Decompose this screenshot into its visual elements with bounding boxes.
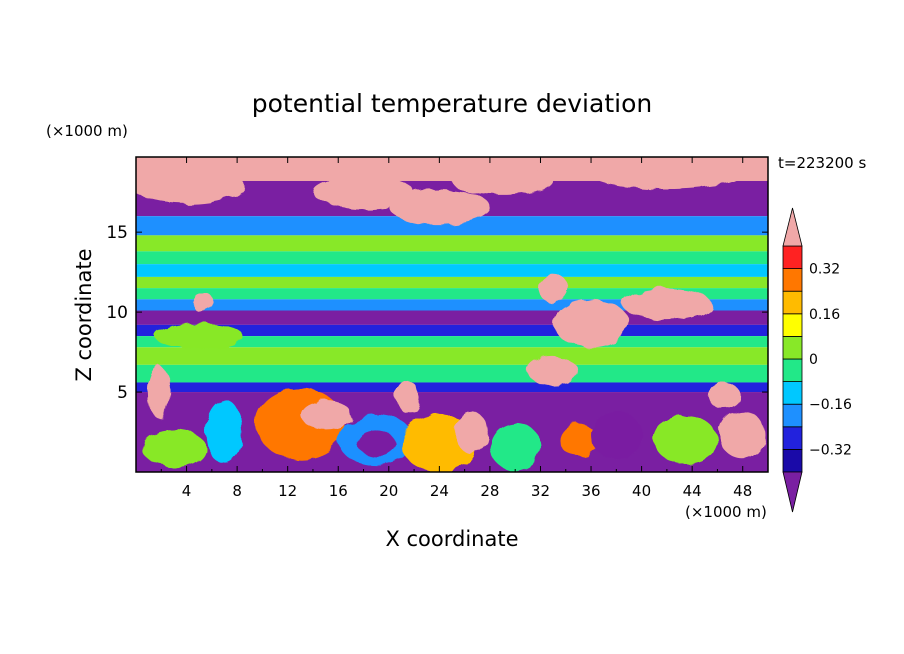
contour-feature-5: [537, 273, 569, 303]
colorbar-tick-label: −0.32: [809, 442, 852, 458]
x-tick-label: 32: [531, 482, 550, 500]
colorbar-lower-extension: [782, 471, 803, 513]
contour-feature-2: [388, 188, 490, 225]
contour-feature-11: [147, 366, 171, 418]
chart-title: potential temperature deviation: [252, 89, 652, 118]
x-tick-label: 4: [182, 482, 192, 500]
contour-feature-12: [396, 380, 420, 413]
colorbar-segment: [782, 358, 803, 383]
contour-feature-8: [527, 356, 579, 386]
x-tick-label: 36: [581, 482, 600, 500]
contour-band-6: [136, 276, 768, 289]
y-axis: 5 10 15: [106, 223, 768, 403]
x-tick-label: 24: [430, 482, 449, 500]
contour-feature-21: [559, 424, 598, 457]
x-tick-label: 28: [480, 482, 499, 500]
contour-band-13: [136, 364, 768, 383]
x-tick-label: 12: [278, 482, 297, 500]
contour-band-5: [136, 264, 768, 277]
colorbar-tick-label: 0: [809, 352, 818, 368]
x-tick-label: 40: [632, 482, 651, 500]
contour-feature-6: [553, 299, 629, 348]
contour-feature-19: [454, 411, 488, 453]
colorbar-upper-extension: [782, 207, 803, 247]
x-tick-label: 48: [733, 482, 752, 500]
colorbar-segment: [782, 245, 803, 270]
colorbar: −0.32 −0.16 0 0.16 0.32: [782, 207, 852, 513]
colorbar-tick-label: 0.32: [809, 262, 840, 278]
contour-feature-4: [591, 160, 743, 189]
time-label: t=223200 s: [778, 154, 866, 172]
contour-feature-25: [719, 411, 766, 460]
plot-frame: [135, 156, 769, 473]
contour-features: [136, 160, 766, 472]
contour-feature-23: [205, 400, 244, 465]
contour-feature-1: [312, 176, 415, 209]
colorbar-segment: [782, 335, 803, 360]
colorbar-segment: [782, 426, 803, 450]
x-unit-label: (×1000 m): [685, 503, 767, 521]
contour-band-7: [136, 288, 768, 300]
contour-band-4: [136, 251, 768, 265]
contour-feature-15: [300, 400, 351, 429]
contour-band-2: [136, 216, 768, 236]
contour-band-14: [136, 382, 768, 393]
y-tick-label: 5: [117, 383, 128, 403]
colorbar-segment: [782, 313, 803, 337]
contour-feature-3: [452, 166, 554, 196]
contour-band-10: [136, 324, 768, 337]
y-tick-label: 15: [106, 223, 128, 243]
contour-band-8: [136, 299, 768, 311]
contour-feature-22: [142, 428, 206, 468]
colorbar-tick-label: −0.16: [809, 397, 852, 413]
contour-feature-7: [622, 288, 712, 321]
contour-field: [136, 157, 768, 472]
colorbar-segment: [782, 290, 803, 315]
x-tick-label: 20: [379, 482, 398, 500]
y-tick-label: 10: [106, 303, 128, 323]
colorbar-tick-label: 0.16: [809, 307, 840, 323]
y-unit-label: (×1000 m): [46, 122, 128, 140]
x-tick-label: 16: [329, 482, 348, 500]
contour-feature-20: [489, 422, 541, 471]
contour-feature-10: [154, 323, 244, 349]
contour-feature-0: [136, 165, 244, 204]
contour-feature-17: [357, 430, 396, 457]
colorbar-segment: [782, 381, 803, 405]
y-axis-label: Z coordinate: [72, 248, 96, 381]
colorbar-segment: [782, 448, 803, 473]
contour-feature-9: [191, 292, 215, 313]
contour-feature-13: [707, 382, 741, 409]
x-axis: 4 8 12 16 20 24 28 32 36 40 44 48: [160, 157, 752, 500]
colorbar-segment: [782, 403, 803, 428]
contour-band-3: [136, 235, 768, 252]
x-tick-label: 8: [232, 482, 242, 500]
contour-band-11: [136, 336, 768, 348]
contour-feature-24: [654, 416, 718, 465]
contour-band-12: [136, 347, 768, 365]
contour-feature-26: [591, 411, 642, 460]
x-axis-label: X coordinate: [385, 527, 518, 551]
colorbar-segment: [782, 268, 803, 292]
x-tick-label: 44: [683, 482, 702, 500]
